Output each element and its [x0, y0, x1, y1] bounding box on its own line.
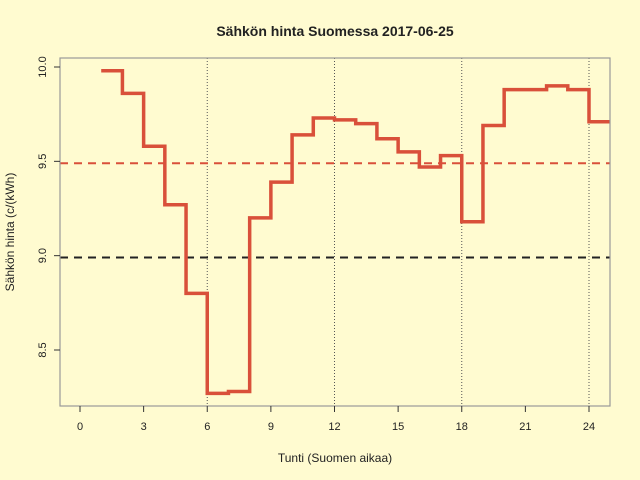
x-tick-label: 0	[77, 421, 83, 433]
y-tick-label: 10.0	[37, 56, 49, 77]
chart-title: Sähkön hinta Suomessa 2017-06-25	[216, 23, 454, 39]
y-axis-label: Sähkön hinta (c/(kWh)	[3, 173, 17, 292]
x-tick-label: 18	[456, 421, 468, 433]
y-tick-label: 9.5	[37, 154, 49, 169]
x-tick-label: 9	[268, 421, 274, 433]
x-tick-label: 3	[141, 421, 147, 433]
x-tick-label: 24	[583, 421, 595, 433]
x-tick-label: 21	[519, 421, 531, 433]
x-tick-label: 12	[328, 421, 340, 433]
y-tick-label: 8.5	[37, 342, 49, 357]
x-tick-label: 15	[392, 421, 404, 433]
price-step-line	[101, 69, 610, 396]
x-axis-label: Tunti (Suomen aikaa)	[278, 451, 392, 465]
y-tick-label: 9.0	[37, 248, 49, 263]
x-tick-label: 6	[204, 421, 210, 433]
